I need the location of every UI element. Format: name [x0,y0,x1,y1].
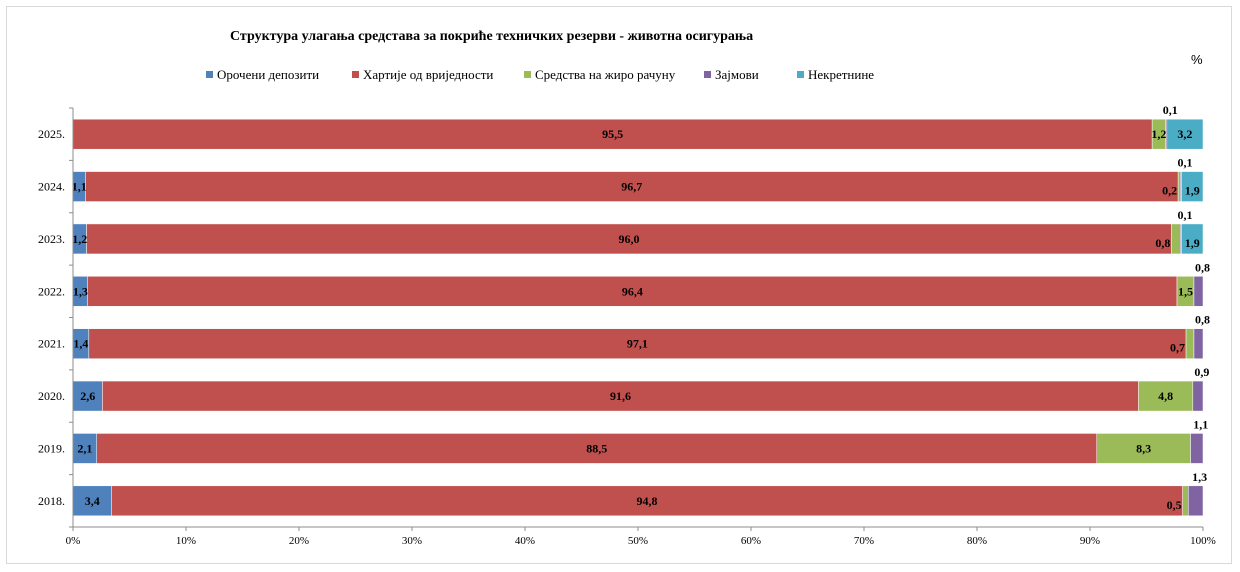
x-tick-label: 90% [1080,535,1100,547]
bar-segment [1193,328,1204,359]
x-tick-label: 0% [66,535,81,547]
x-tick-label: 60% [741,535,761,547]
category-label: 2021. [38,337,65,351]
bar-segment [111,485,1183,517]
chart-title: Структура улагања средстава за покриће т… [230,29,753,44]
legend-swatch [524,71,531,78]
unit-label: % [1191,52,1203,67]
x-tick-label: 70% [854,535,874,547]
legend-swatch [797,71,804,78]
legend-label: Орочени депозити [217,67,319,82]
x-tick-label: 40% [515,535,535,547]
data-label: 96,7 [621,180,642,194]
data-label: 97,1 [627,337,648,351]
data-label: 0,8 [1195,313,1210,327]
bar-segment [88,328,1187,359]
legend-swatch [206,71,213,78]
legend-label: Средства на жиро рачуну [535,67,676,82]
plot-area: 95,5 1,20,13,21,1 96,7 0,20,11,91,2 96,0 0,80… [72,103,1210,517]
data-label: 2,1 [77,441,92,455]
data-label: 1,3 [1192,470,1207,484]
legend-label: Хартије од вриједности [363,67,493,82]
data-label: 1,1 [72,180,87,194]
data-label: 96,4 [622,284,643,298]
data-label: 1,2 [72,232,87,246]
category-label: 2025. [38,127,65,141]
legend: Орочени депозити Хартије од вриједности Ср… [206,67,874,82]
legend-swatch [352,71,359,78]
data-label: 1,9 [1185,236,1200,250]
category-label: 2019. [38,441,65,455]
data-label: 1,2 [1151,127,1166,141]
data-label: 91,6 [610,389,631,403]
x-tick-label: 100% [1190,535,1216,547]
bar-segment [1177,171,1181,202]
bar-segment [1192,380,1204,412]
data-label: 0,9 [1194,365,1209,379]
data-label: 3,4 [85,494,100,508]
bar-segment [1190,433,1204,464]
y-axis: 2025. 2024. 2023. 2022. 2021. 2020. 2019. 2018. [38,107,74,528]
data-label: 1,4 [73,337,88,351]
data-label: 1,1 [1193,417,1208,431]
category-label: 2024. [38,180,65,194]
bar-segment [72,380,103,412]
bar-segment [1182,485,1189,517]
bar-segment [85,171,1179,202]
data-label: 0,2 [1162,184,1177,198]
data-label: 8,3 [1136,441,1151,455]
data-label: 1,3 [73,284,88,298]
data-label: 1,5 [1178,284,1193,298]
data-label: 4,8 [1158,389,1173,403]
bar-segment [1181,171,1204,202]
category-label: 2022. [38,284,65,298]
legend-label: Некретнине [808,67,874,82]
data-label: 0,1 [1163,103,1178,117]
bar-segment [1193,276,1204,307]
data-label: 0,5 [1167,498,1182,512]
x-tick-label: 50% [628,535,648,547]
data-label: 88,5 [586,441,607,455]
data-label: 95,5 [602,127,623,141]
bar-segment [96,433,1098,464]
bar-segment [1171,223,1181,255]
x-tick-label: 10% [176,535,196,547]
data-label: 3,2 [1177,127,1192,141]
legend-label: Зајмови [715,67,759,82]
bar-segment [1185,328,1195,359]
bar-segment [102,380,1139,412]
category-label: 2018. [38,494,65,508]
legend-swatch [704,71,711,78]
data-label: 0,1 [1177,208,1192,222]
bar-segment [1181,223,1204,255]
category-label: 2020. [38,389,65,403]
bar-segment [86,223,1172,255]
data-label: 96,0 [618,232,639,246]
x-tick-label: 80% [967,535,987,547]
data-label: 0,1 [1177,156,1192,170]
x-tick-label: 30% [402,535,422,547]
data-label: 0,8 [1195,260,1210,274]
bar-segment [1096,433,1191,464]
bar-segment [87,276,1178,307]
category-label: 2023. [38,232,65,246]
bar-segment [1166,118,1204,150]
data-label: 0,7 [1170,341,1185,355]
bar-segment [1188,485,1204,517]
bar-segment [1138,380,1194,412]
bar-segment [72,118,1153,150]
data-label: 94,8 [637,494,658,508]
data-label: 1,9 [1185,184,1200,198]
data-label: 2,6 [80,389,95,403]
x-axis: 0% 10% 20% 30% 40% 50% 60% 70% 80% 90% 100% [66,526,1216,547]
x-tick-label: 20% [289,535,309,547]
data-label: 0,8 [1155,236,1170,250]
